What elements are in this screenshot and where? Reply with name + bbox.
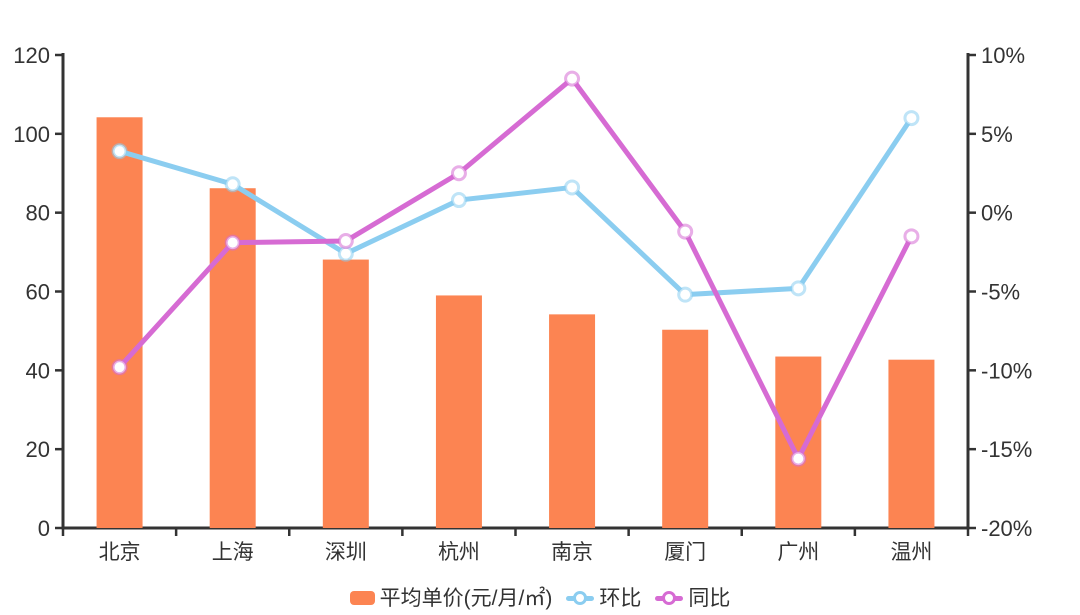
right-axis-tick-label: -15% [981, 437, 1032, 462]
left-axis-tick-label: 40 [26, 358, 50, 383]
line-tongbi [117, 76, 914, 462]
point-huanbi-北京[interactable] [111, 143, 128, 160]
right-axis-tick-label: -5% [981, 280, 1020, 305]
point-tongbi-北京[interactable] [111, 359, 128, 376]
bar-series-swatch-icon [349, 591, 375, 605]
point-tongbi-深圳[interactable] [337, 233, 354, 250]
point-tongbi-厦门[interactable] [677, 223, 694, 240]
x-axis-category-label: 北京 [99, 541, 141, 564]
point-huanbi-上海[interactable] [224, 176, 241, 193]
bar-厦门[interactable] [662, 329, 709, 528]
x-axis-category-label: 上海 [212, 541, 254, 564]
chart-canvas: 120 10% 100 5% 80 0% 60 -5% 40 -10% 20 -15% 0 -20% 北京 上… [13, 43, 1032, 564]
left-axis-tick-label: 0 [38, 516, 50, 541]
point-huanbi-温州[interactable] [903, 110, 920, 127]
point-huanbi-杭州[interactable] [450, 192, 467, 209]
point-huanbi-南京[interactable] [564, 179, 581, 196]
point-huanbi-厦门[interactable] [677, 286, 694, 303]
bar-杭州[interactable] [435, 295, 482, 528]
legend-item-huanbi[interactable]: 环比 [566, 588, 641, 609]
left-axis-tick-label: 80 [26, 201, 50, 226]
bar-南京[interactable] [549, 314, 596, 528]
bar-广州[interactable] [775, 356, 822, 528]
bar-温州[interactable] [888, 359, 935, 528]
line-huanbi [117, 115, 914, 298]
right-axis-tick-label: 5% [981, 122, 1013, 147]
x-axis-category-label: 深圳 [325, 541, 367, 564]
x-axis-category-label: 厦门 [664, 541, 706, 564]
x-axis-category-label: 南京 [551, 541, 593, 564]
right-axis-tick-label: 10% [981, 43, 1025, 68]
legend-item-tongbi[interactable]: 同比 [655, 588, 730, 609]
legend-label-huanbi: 环比 [599, 586, 642, 610]
right-axis-tick-label: -10% [981, 358, 1032, 383]
point-tongbi-上海[interactable] [224, 234, 241, 251]
left-axis-tick-label: 100 [13, 122, 50, 147]
left-axis-tick-label: 60 [26, 280, 50, 305]
point-tongbi-南京[interactable] [564, 70, 581, 87]
x-axis-category-label: 杭州 [438, 541, 480, 564]
x-axis-category-label: 温州 [890, 541, 932, 564]
legend: 平均单价(元/月/㎡) 环比 同比 [0, 583, 1080, 613]
point-tongbi-温州[interactable] [903, 228, 920, 245]
left-axis-tick-label: 20 [26, 437, 50, 462]
bar-北京[interactable] [96, 117, 143, 529]
legend-label-avg-price: 平均单价(元/月/㎡) [379, 586, 553, 610]
bar-深圳[interactable] [322, 259, 369, 528]
line-series-swatch-icon [566, 591, 595, 605]
right-axis-tick-label: -20% [981, 516, 1032, 541]
left-axis-tick-label: 120 [13, 43, 50, 68]
point-huanbi-深圳[interactable] [337, 245, 354, 262]
legend-label-tongbi: 同比 [688, 586, 731, 610]
right-axis-tick-label: 0% [981, 201, 1013, 226]
x-axis-category-label: 广州 [777, 541, 819, 564]
point-tongbi-广州[interactable] [790, 450, 807, 467]
line-series-swatch-icon [655, 591, 684, 605]
point-huanbi-广州[interactable] [790, 280, 807, 297]
legend-item-avg-price[interactable]: 平均单价(元/月/㎡) [349, 586, 553, 610]
point-tongbi-杭州[interactable] [450, 165, 467, 182]
